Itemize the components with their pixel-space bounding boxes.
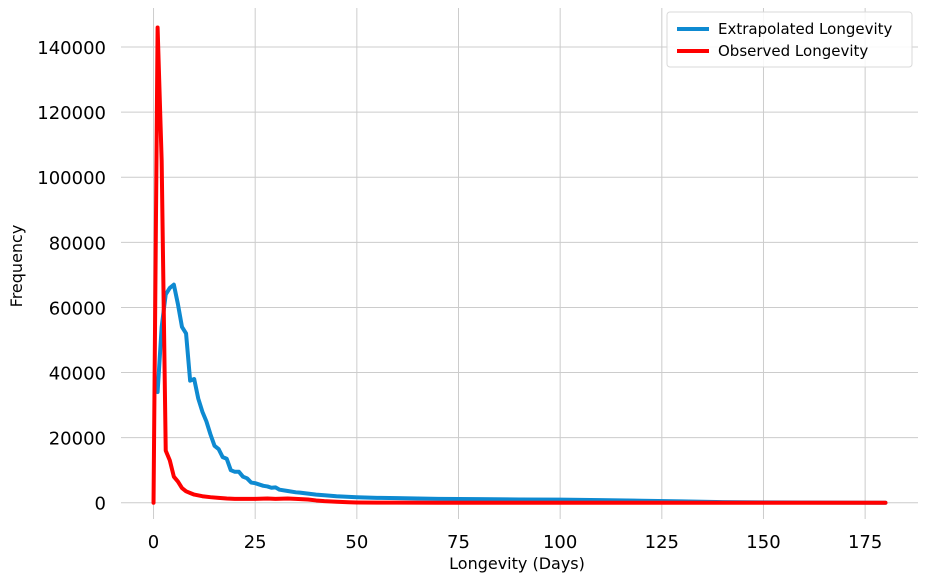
legend-box xyxy=(666,11,913,68)
x-tick-label: 0 xyxy=(148,532,159,553)
series-line-extrapolated-longevity xyxy=(155,282,888,505)
x-tick-label: 25 xyxy=(244,532,267,553)
legend-label-extrapolated: Extrapolated Longevity xyxy=(718,20,893,38)
y-tick-label: 120000 xyxy=(37,103,106,124)
x-tick-label: 75 xyxy=(447,532,470,553)
x-tick-label: 100 xyxy=(543,532,577,553)
y-tick-label: 60000 xyxy=(49,298,106,319)
legend: Extrapolated Longevity Observed Longevit… xyxy=(666,11,913,68)
x-tick-labels: 0 25 50 75 100 125 150 175 xyxy=(148,532,883,553)
x-tick-label: 150 xyxy=(746,532,780,553)
y-axis-label: Frequency xyxy=(7,225,26,308)
y-tick-label: 0 xyxy=(95,494,106,515)
legend-label-observed: Observed Longevity xyxy=(718,42,868,60)
y-tick-label: 80000 xyxy=(49,233,106,254)
x-tick-label: 175 xyxy=(848,532,882,553)
x-axis-label: Longevity (Days) xyxy=(449,554,585,573)
y-tick-label: 20000 xyxy=(49,429,106,450)
grid-lines xyxy=(121,8,918,519)
y-tick-label: 40000 xyxy=(49,364,106,385)
series-line-observed-longevity xyxy=(151,25,888,505)
y-tick-labels: 0 20000 40000 60000 80000 100000 120000 140000 xyxy=(37,38,106,515)
x-tick-label: 125 xyxy=(645,532,679,553)
series-lines xyxy=(151,25,888,505)
y-tick-label: 100000 xyxy=(37,168,106,189)
x-tick-label: 50 xyxy=(345,532,368,553)
y-tick-label: 140000 xyxy=(37,38,106,59)
